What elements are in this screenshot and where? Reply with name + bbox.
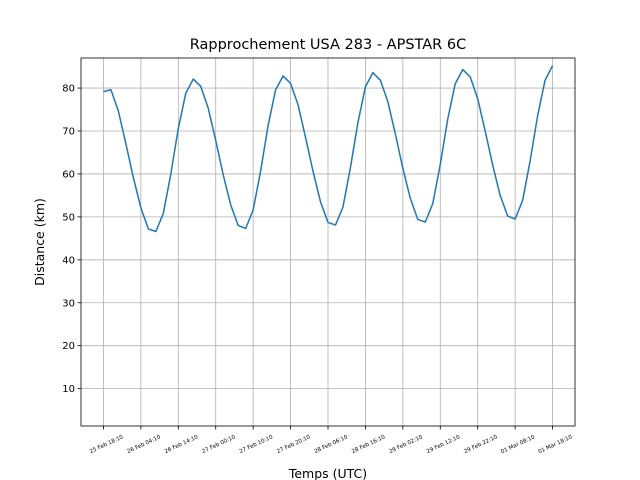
x-tick-label: 01 Mar 08:10	[500, 434, 536, 455]
x-tick-label: 29 Feb 02:10	[388, 434, 424, 455]
x-tick-label: 28 Feb 06:10	[314, 434, 350, 455]
x-tick-label: 01 Mar 18:10	[538, 434, 574, 455]
x-tick-label: 29 Feb 12:10	[426, 434, 462, 455]
chart-title: Rapprochement USA 283 - APSTAR 6C	[190, 37, 466, 53]
x-tick-label: 26 Feb 14:10	[164, 434, 200, 455]
y-tick-label: 60	[62, 169, 75, 180]
x-tick-label: 27 Feb 00:10	[201, 434, 237, 455]
plot-frame	[80, 57, 576, 427]
y-tick-label: 20	[62, 341, 75, 352]
x-tick-label: 26 Feb 04:10	[126, 434, 162, 455]
y-tick-label: 50	[62, 212, 75, 223]
x-tick-label: 25 Feb 18:10	[89, 434, 125, 455]
y-tick-label: 80	[62, 84, 75, 95]
x-tick-label: 28 Feb 16:10	[351, 434, 387, 455]
y-tick-label: 40	[62, 255, 75, 266]
x-axis-label: Temps (UTC)	[288, 466, 367, 480]
data-line	[103, 65, 554, 233]
y-axis-label: Distance (km)	[32, 198, 47, 286]
x-tick-label: 27 Feb 20:10	[276, 434, 312, 455]
y-tick-label: 10	[62, 384, 75, 395]
y-tick-label: 30	[62, 298, 75, 309]
y-tick-label: 70	[62, 126, 75, 137]
x-tick-label: 29 Feb 22:10	[463, 434, 499, 455]
x-tick-label: 27 Feb 10:10	[239, 434, 275, 455]
